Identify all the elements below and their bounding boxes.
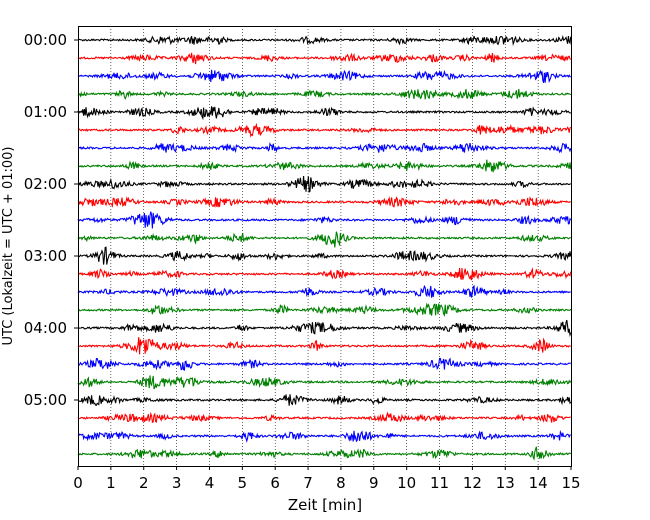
- x-tick-label: 6: [270, 474, 280, 492]
- x-axis-ticks: 0 1 2 3 4 5 6 7 8 9 10 11 12 13 14 15: [73, 466, 581, 492]
- trace-0215: [77, 196, 571, 209]
- trace-0245: [77, 231, 571, 248]
- trace-0200: [77, 175, 571, 193]
- y-tick-label: 02:00: [24, 175, 67, 193]
- x-tick-label: 14: [529, 474, 548, 492]
- x-tick-label: 5: [238, 474, 248, 492]
- trace-0030: [77, 69, 571, 84]
- trace-0130: [77, 142, 572, 154]
- x-tick-label: 8: [336, 474, 346, 492]
- seismic-traces: [77, 34, 572, 461]
- x-tick-label: 12: [463, 474, 482, 492]
- trace-0415: [77, 337, 572, 355]
- trace-0430: [77, 357, 571, 371]
- trace-0530: [77, 429, 571, 443]
- trace-0000: [77, 34, 572, 47]
- x-tick-label: 10: [397, 474, 416, 492]
- trace-0500: [77, 394, 572, 406]
- y-tick-label: 05:00: [24, 391, 67, 409]
- y-axis-ticks: 00:00 01:00 02:00 03:00 04:00 05:00: [24, 31, 78, 409]
- trace-0045: [77, 88, 572, 100]
- y-tick-label: 04:00: [24, 319, 67, 337]
- trace-0315: [77, 267, 572, 281]
- trace-0145: [77, 159, 572, 173]
- x-tick-label: 2: [139, 474, 149, 492]
- trace-0445: [77, 375, 572, 390]
- trace-0330: [77, 284, 571, 298]
- trace-0230: [77, 211, 572, 229]
- trace-0400: [77, 319, 572, 338]
- x-tick-label: 13: [496, 474, 515, 492]
- y-tick-label: 03:00: [24, 247, 67, 265]
- trace-0015: [77, 52, 572, 65]
- x-tick-label: 9: [369, 474, 379, 492]
- y-tick-label: 00:00: [24, 31, 67, 49]
- trace-0515: [77, 411, 571, 424]
- plot-frame: [78, 26, 572, 467]
- y-axis-label: UTC (Lokalzeit = UTC + 01:00): [1, 147, 16, 346]
- x-tick-label: 11: [430, 474, 449, 492]
- x-tick-label: 1: [106, 474, 116, 492]
- x-tick-label: 0: [73, 474, 83, 492]
- trace-0300: [77, 246, 572, 265]
- grid-lines: [110, 26, 539, 466]
- x-tick-label: 7: [303, 474, 313, 492]
- x-tick-label: 3: [172, 474, 182, 492]
- trace-0115: [77, 122, 572, 138]
- trace-0345: [77, 302, 572, 317]
- trace-0100: [77, 106, 571, 121]
- x-axis-label: Zeit [min]: [288, 496, 362, 514]
- y-tick-label: 01:00: [24, 103, 67, 121]
- x-tick-label: 15: [561, 474, 580, 492]
- x-tick-label: 4: [205, 474, 215, 492]
- trace-0545: [77, 446, 571, 461]
